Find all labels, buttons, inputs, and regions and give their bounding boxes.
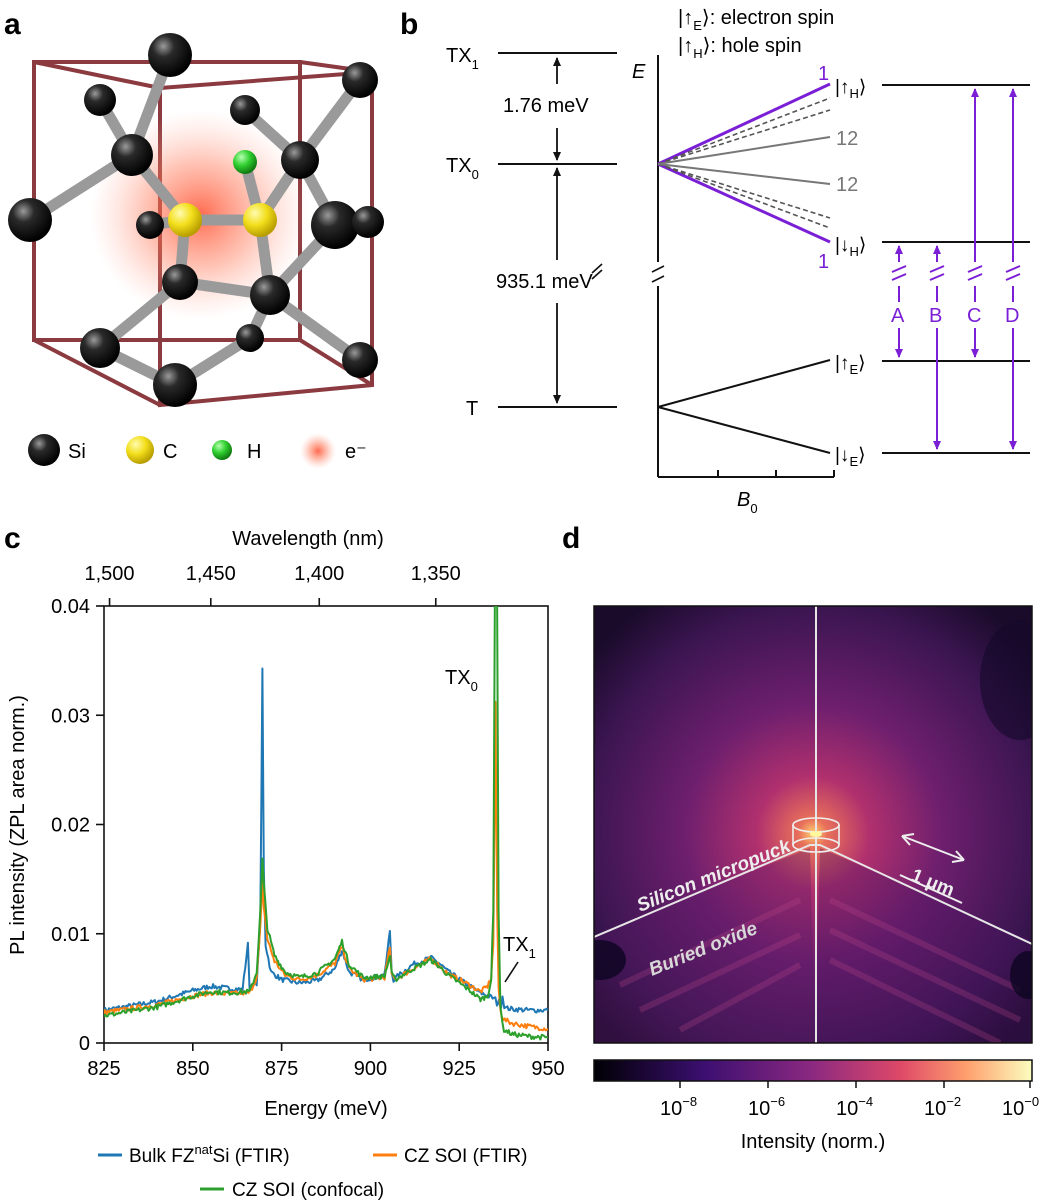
y-tick-label: 0.04 (51, 596, 90, 618)
legend-cz-ftir-label: CZ SOI (FTIR) (404, 1146, 527, 1167)
level-tx1-label: TX1 (446, 45, 479, 72)
transition-d-label: D (1005, 305, 1019, 327)
colorbar (593, 1059, 1033, 1082)
intensity-mid-lower-label: 12 (836, 174, 858, 196)
energy-levels (498, 52, 617, 408)
transition-c-label: C (967, 305, 981, 327)
legend-bulk-label: Bulk FZnatSi (FTIR) (129, 1142, 290, 1167)
panel-d-label: d (562, 522, 580, 555)
field-map-frame (593, 605, 1033, 1044)
spin-legend: |↑E⟩: electron spin |↑H⟩: hole spin (678, 7, 834, 61)
legend-si-label: Si (68, 441, 86, 463)
zeeman-axes (657, 55, 835, 478)
top-tick-label: 1,400 (294, 563, 344, 585)
atoms (8, 33, 384, 407)
series-line-1 (104, 667, 548, 1014)
field-axis-label: B0 (737, 489, 758, 516)
gap-1-76-label: 1.76 meV (503, 95, 589, 117)
panel-a-label: a (4, 8, 21, 41)
pl-axis-title: PL intensity (ZPL area norm.) (7, 695, 29, 955)
panel-b-label: b (400, 8, 418, 41)
x-tick-label: 875 (265, 1058, 298, 1080)
spectrum-axes: 825 850 875 900 925 950 0 0.01 0.02 0.03 0.04 1,500… (51, 563, 565, 1080)
legend-c-label: C (163, 441, 177, 463)
y-tick-label: 0 (79, 1033, 90, 1055)
state-down-e: |↓E⟩ (835, 445, 866, 469)
atom-legend: Si C H e⁻ (28, 433, 367, 469)
colorbar-tick-5: 10−0 (1002, 1094, 1039, 1120)
wavelength-axis-title: Wavelength (nm) (232, 528, 384, 550)
level-tx0-label: TX0 (446, 155, 479, 182)
intensity-mid-upper-label: 12 (836, 128, 858, 150)
spectrum-series (104, 606, 548, 1041)
field-intensity-map (594, 606, 1032, 1043)
colorbar-tick-1: 10−8 (660, 1094, 697, 1120)
intensity-bottom-label: 1 (818, 251, 829, 273)
gap-935-label: 935.1 meV (496, 271, 593, 293)
legend-e-swatch (300, 433, 336, 469)
y-tick-label: 0.01 (51, 924, 90, 946)
legend-c-swatch (126, 436, 154, 464)
colorbar-tick-4: 10−2 (924, 1094, 961, 1120)
transition-arrows (891, 88, 1021, 450)
x-tick-label: 950 (531, 1058, 564, 1080)
state-up-h: |↑H⟩ (835, 77, 866, 101)
top-tick-label: 1,500 (85, 563, 135, 585)
legend-h-label: H (247, 441, 261, 463)
axis-break-right (651, 265, 665, 283)
y-tick-label: 0.02 (51, 815, 90, 837)
electron-spin-legend: : electron spin (710, 7, 835, 29)
legend-cz-confocal-label: CZ SOI (confocal) (232, 1180, 384, 1201)
x-tick-label: 850 (176, 1058, 209, 1080)
top-tick-label: 1,350 (411, 563, 461, 585)
tx1-pointer (504, 961, 519, 983)
series-line-3 (104, 606, 548, 1041)
energy-axis-label: E (632, 61, 646, 83)
colorbar-tick-3: 10−4 (836, 1094, 873, 1120)
axis-break (591, 263, 603, 280)
svg-text:|↑H⟩: hole spin: |↑H⟩: hole spin (678, 35, 802, 61)
molecule-illustration (8, 33, 384, 408)
panel-c-label: c (4, 522, 21, 555)
colorbar-ticks (679, 1081, 1031, 1088)
state-lines (882, 84, 1030, 454)
transition-a-label: A (891, 305, 905, 327)
x-tick-label: 825 (87, 1058, 120, 1080)
colorbar-tick-2: 10−6 (748, 1094, 785, 1120)
intensity-top-label: 1 (818, 63, 829, 85)
colorbar-title: Intensity (norm.) (741, 1131, 885, 1153)
x-tick-label: 900 (354, 1058, 387, 1080)
energy-axis-title: Energy (meV) (264, 1098, 387, 1120)
x-tick-label: 925 (443, 1058, 476, 1080)
plot-frame (103, 605, 549, 1044)
legend-h-swatch (212, 440, 232, 460)
tx0-annotation: TX0 (445, 667, 478, 694)
state-up-e: |↑E⟩ (835, 353, 866, 377)
legend-e-label: e⁻ (345, 441, 367, 463)
spectrum-legend: Bulk FZnatSi (FTIR) CZ SOI (FTIR) CZ SOI… (98, 1142, 527, 1201)
zeeman-fan (657, 82, 831, 454)
transition-b-label: B (929, 305, 942, 327)
state-down-h: |↓H⟩ (835, 235, 866, 259)
tx1-annotation: TX1 (503, 934, 536, 961)
series-line-2 (104, 700, 548, 1032)
legend-si-swatch (28, 434, 60, 466)
scale-arrow (899, 833, 965, 904)
svg-text:|↑E⟩: electron spin: |↑E⟩: electron spin (678, 7, 834, 33)
level-t-label: T (466, 398, 478, 420)
top-tick-label: 1,450 (186, 563, 236, 585)
hole-spin-legend: : hole spin (710, 35, 801, 57)
y-tick-label: 0.03 (51, 705, 90, 727)
